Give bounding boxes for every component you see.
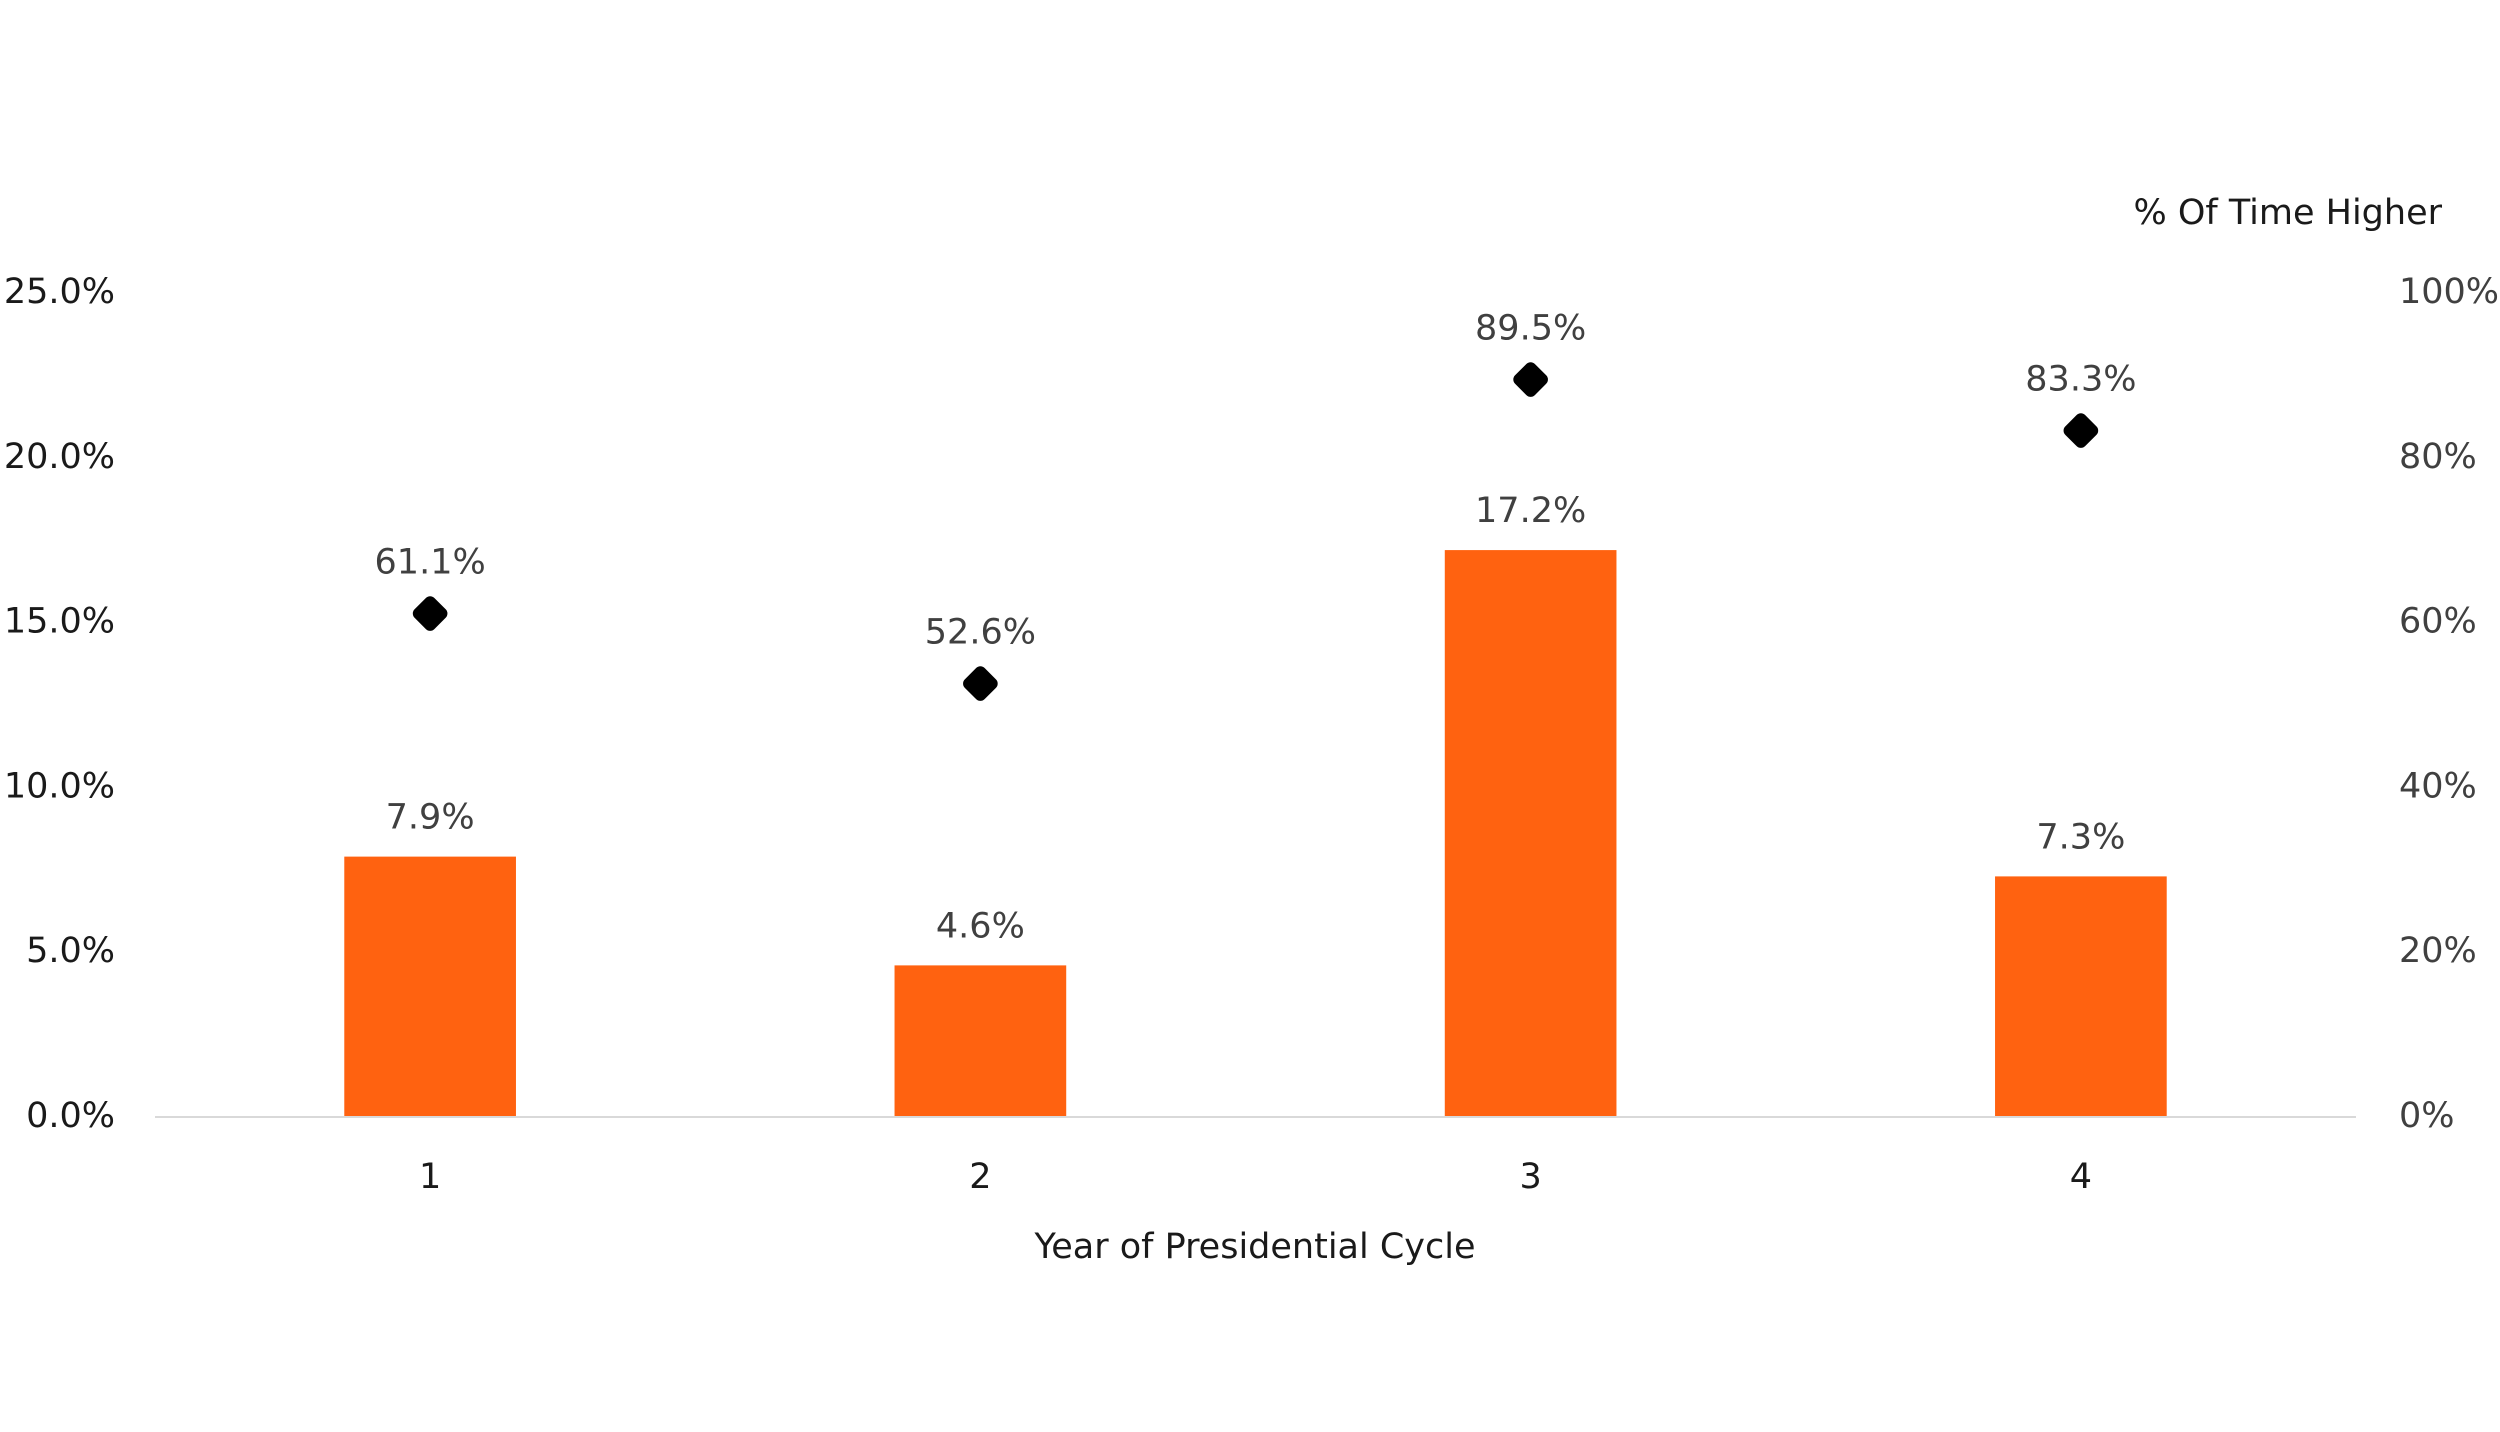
y-tick-label: 15.0%	[4, 602, 115, 642]
y-tick-label: 0.0%	[26, 1096, 115, 1136]
y-tick-label: 5.0%	[26, 931, 115, 971]
marker	[963, 666, 998, 701]
y-tick-label: 20.0%	[4, 437, 115, 477]
y-tick-label: 25.0%	[4, 272, 115, 312]
x-tick-label: 1	[419, 1157, 441, 1197]
bar	[894, 965, 1067, 1117]
y2-tick-label: 20%	[2399, 931, 2477, 971]
x-tick-label: 4	[2070, 1157, 2092, 1197]
y2-tick-label: 80%	[2399, 437, 2477, 477]
x-axis-title: Year of Presidential Cycle	[1033, 1227, 1475, 1267]
y2-tick-label: 0%	[2399, 1096, 2455, 1136]
bar	[1444, 550, 1617, 1117]
data-label: 89.5%	[1475, 309, 1586, 349]
data-label: 52.6%	[925, 613, 1036, 653]
bar	[1995, 876, 2167, 1117]
data-label: 83.3%	[2025, 360, 2136, 400]
data-label: 17.2%	[1475, 491, 1586, 531]
y-tick-label: 10.0%	[4, 766, 115, 806]
y2-axis-title: % Of Time Higher	[2133, 193, 2442, 233]
data-label: 4.6%	[936, 906, 1025, 946]
data-label: 61.1%	[375, 543, 486, 583]
x-tick-label: 3	[1519, 1157, 1541, 1197]
marker	[1513, 362, 1548, 397]
y2-tick-label: 40%	[2399, 766, 2477, 806]
bar	[344, 856, 516, 1117]
y2-tick-label: 60%	[2399, 602, 2477, 642]
marker	[412, 596, 448, 631]
data-label: 7.9%	[386, 798, 475, 838]
marker	[2063, 413, 2099, 448]
x-tick-label: 2	[969, 1157, 991, 1197]
y2-tick-label: 100%	[2399, 272, 2499, 312]
data-label: 7.3%	[2036, 817, 2125, 857]
